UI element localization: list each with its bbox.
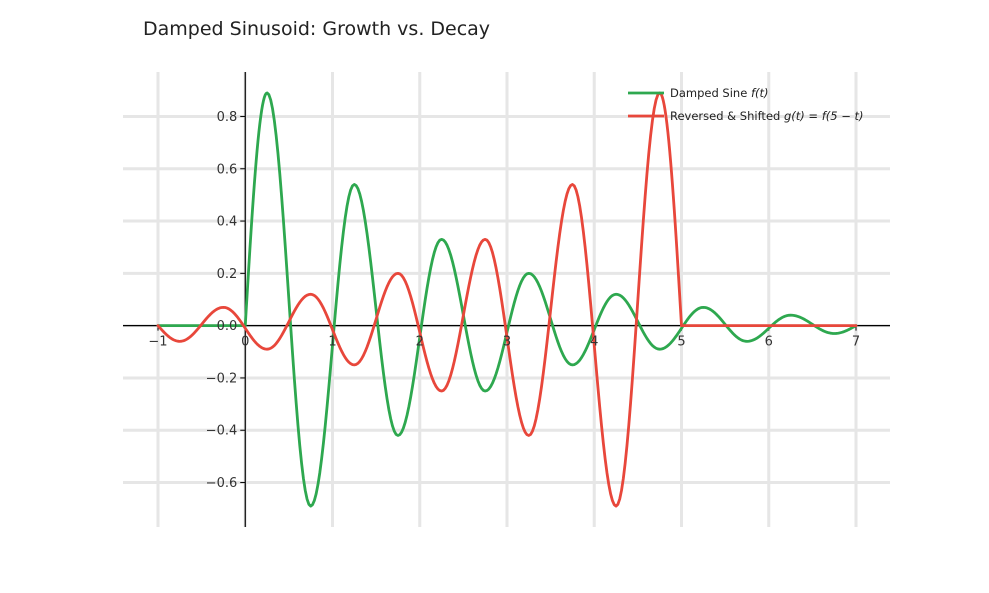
x-tick-label-3: 2 [416, 335, 424, 350]
x-tick-label-0: −1 [148, 335, 167, 350]
tick-labels: −1 0 1 2 3 4 5 6 7 −0.6 −0.4 −0.2 0.0 0.2 0.4 0.6 0.8 [148, 110, 860, 491]
series-line-1 [156, 91, 858, 508]
y-tick-label-3: 0.0 [217, 319, 238, 334]
x-tick-label-4: 3 [503, 335, 511, 350]
y-tick-label-4: 0.2 [217, 267, 238, 282]
y-tick-label-5: 0.4 [217, 215, 238, 230]
y-tick-label-1: −0.4 [206, 424, 238, 439]
x-tick-label-5: 4 [590, 335, 598, 350]
legend-label-1: Reversed & Shifted g(t) = f(5 − t) [670, 109, 864, 123]
x-tick-label-7: 6 [765, 335, 773, 350]
y-tick-label-6: 0.6 [217, 162, 238, 177]
series-line-0 [156, 91, 858, 508]
y-tick-label-7: 0.8 [217, 110, 238, 125]
series-lines [156, 91, 858, 508]
y-tick-label-0: −0.6 [206, 476, 238, 491]
x-tick-label-6: 5 [677, 335, 685, 350]
grid-lines [123, 72, 890, 527]
x-tick-label-8: 7 [852, 335, 860, 350]
legend-label-0: Damped Sine f(t) [670, 86, 768, 100]
legend: Damped Sine f(t) Reversed & Shifted g(t) … [628, 86, 864, 123]
y-tick-label-2: −0.2 [206, 371, 238, 386]
chart-title: Damped Sinusoid: Growth vs. Decay [143, 18, 491, 40]
x-tick-label-1: 0 [241, 335, 249, 350]
x-tick-label-2: 1 [328, 335, 336, 350]
